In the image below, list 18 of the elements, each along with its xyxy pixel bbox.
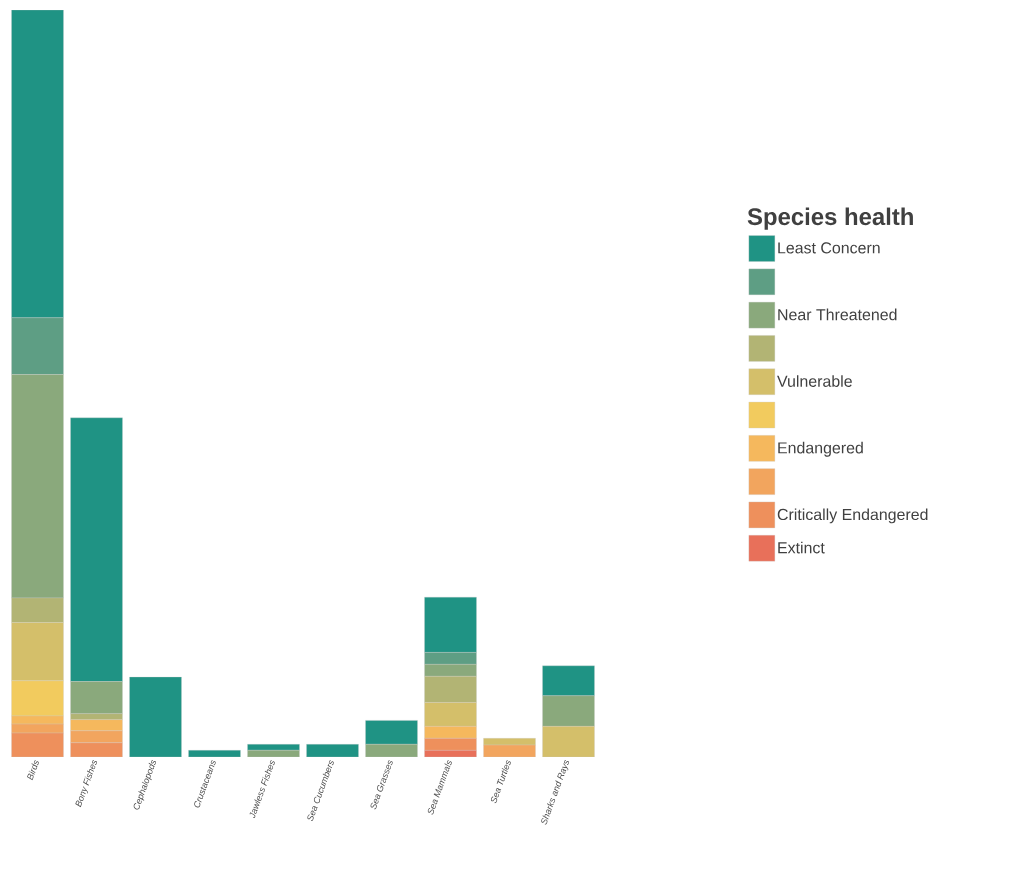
legend-label: Least Concern <box>778 242 880 254</box>
legend-label: Vulnerable <box>777 375 852 387</box>
bar <box>306 744 359 757</box>
bar <box>188 750 241 757</box>
legend-title: Species health <box>747 207 913 230</box>
bar <box>129 676 182 757</box>
legend-label: Extinct <box>778 541 825 554</box>
x-tick-label: Birds <box>27 760 39 781</box>
x-tick-label: Sharks and Rays <box>541 759 569 825</box>
bar <box>70 730 123 743</box>
legend-label: Near Threatened <box>778 308 897 321</box>
bar <box>424 738 477 751</box>
x-tick-label: Bony Fishes <box>75 759 97 808</box>
bar <box>70 742 123 757</box>
x-tick-label: Sea Turtles <box>490 760 511 804</box>
legend-label: Critically Endangered <box>777 508 928 524</box>
legend-label: Endangered <box>778 441 863 457</box>
bar <box>11 732 64 757</box>
